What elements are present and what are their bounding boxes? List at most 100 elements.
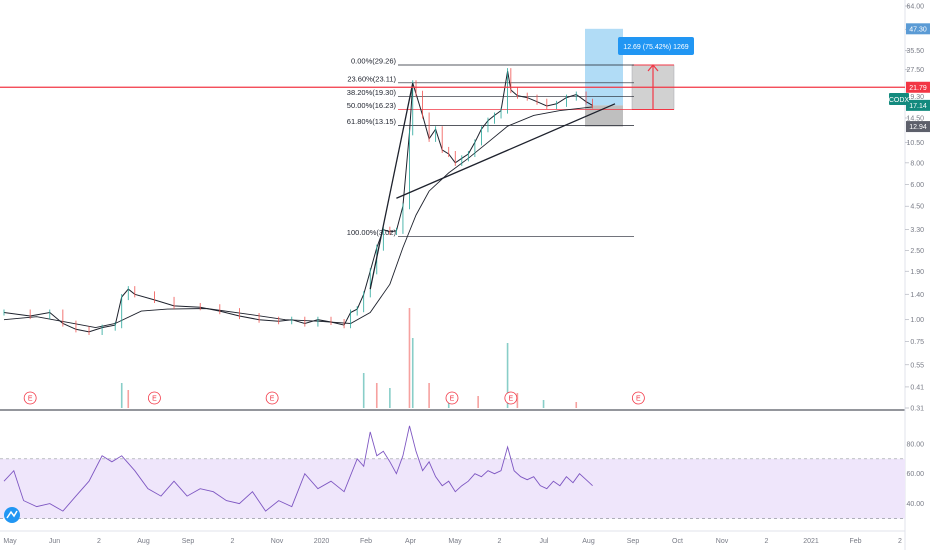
price-tick-label: 35.50 [906,48,924,55]
price-badge-bg [906,121,930,133]
price-tick-label: 4.50 [910,204,924,211]
earnings-marker[interactable] [631,391,645,405]
logo-badge [4,507,20,523]
earnings-marker-label: E [636,396,641,403]
volume-bar [477,396,479,408]
volume-bar [408,308,411,408]
volume-bar [516,393,519,408]
rsi-line [3,425,593,512]
long-target-zone[interactable] [585,28,623,106]
time-tick-label: May [3,538,17,545]
symbol-tag: CODX [889,97,910,104]
volume-bar [375,383,378,408]
price-tick-label: 1.90 [910,269,924,276]
price-tick-label: 0.41 [910,384,924,391]
time-tick-label: 2 [231,538,235,545]
fib-level-label: 23.60%(23.11) [347,74,396,83]
volume-bar [411,338,414,408]
time-tick-label: Aug [582,538,595,545]
earnings-marker-label: E [28,396,33,403]
rsi-axis-ticks[interactable]: 80.00 60.00 40.00 [906,441,924,508]
trendline-rally[interactable] [369,83,414,290]
price-badge-bg [906,81,930,93]
time-tick-label: 2020 [314,538,330,545]
price-tick-label: 14.50 [906,115,924,122]
price-candles [3,68,593,336]
time-tick-label: 2 [898,538,902,545]
time-tick-label: 2 [765,538,769,545]
price-badge-label: 21.79 [909,85,927,92]
time-tick-label: Feb [849,538,861,545]
time-tick-label: Nov [271,538,284,545]
price-tick-label: 3.30 [910,227,924,234]
earnings-marker-label: E [270,396,275,403]
earnings-marker-label: E [152,396,157,403]
time-tick-label: 2 [97,538,101,545]
earnings-marker[interactable] [23,391,37,405]
volume-bar [428,383,430,408]
earnings-marker[interactable] [445,391,459,405]
time-tick-label: Apr [405,538,417,545]
time-axis-ticks[interactable]: May Jun 2 Aug Sep 2 Nov 2020 Feb Apr May 2 Jul Aug Sep… [3,538,902,545]
time-tick-label: Feb [360,538,372,545]
fib-level-label: 50.00%(16.23) [347,101,397,110]
price-axis-ticks[interactable]: 0.31 0.41 0.55 0.75 1.00 1.40 1.90 2.50 3.30 4.50… [905,4,924,413]
price-tick-label: 8.00 [910,160,924,167]
measure-label[interactable]: 12.69 (75.42%) 1269 [623,44,688,51]
time-tick-label: 2021 [803,538,819,545]
earnings-marker[interactable] [148,391,161,405]
fib-level-label: 38.20%(19.30) [347,88,397,97]
price-badge-label: 12.94 [909,124,927,131]
long-stop-zone[interactable] [585,105,623,127]
price-tick-label: 64.00 [906,4,924,11]
price-tick-label: 0.75 [910,339,924,346]
rsi-tick-label: 80.00 [906,441,924,448]
price-tick-label: 10.50 [906,140,924,147]
volume-bar [389,388,391,408]
rsi-tick-label: 60.00 [906,471,924,478]
rsi-band [0,458,905,519]
moving-average-line [3,106,593,329]
volume-bar [542,400,545,408]
volume-bar [120,383,123,408]
time-tick-label: Jul [540,538,549,545]
time-tick-label: Nov [716,538,729,545]
tradingview-logo[interactable] [4,507,20,523]
fib-level-label: 0.00%(29.26) [351,57,397,66]
rsi-tick-label: 40.00 [906,501,924,508]
price-tick-label: 6.00 [910,182,924,189]
price-tick-label: 27.50 [906,67,924,74]
logo-chart-icon [6,510,18,519]
trendline-support[interactable] [396,103,616,199]
price-axis-badges: 47.30 21.79 17.14 12.94 [906,23,930,133]
fib-level-label: 61.80%(13.15) [347,117,397,126]
price-tick-label: 19.30 [906,94,924,101]
earnings-marker[interactable] [504,391,518,405]
earnings-marker-label: E [509,396,514,403]
earnings-marker[interactable] [265,391,279,405]
price-tick-label: 1.00 [910,317,924,324]
fibonacci-retracement[interactable]: 0.00%(29.26) 23.60%(23.11) 38.20%(19.30) 50… [347,57,634,237]
price-tick-label: 0.55 [910,362,924,369]
earnings-marker-label: E [450,396,455,403]
volume-bar [362,373,365,408]
price-badge-label: 47.30 [909,26,927,33]
volume-bar [506,343,509,408]
time-tick-label: Aug [137,538,150,545]
price-tick-label: 1.40 [910,292,924,299]
price-tick-label: 0.31 [910,406,924,413]
price-badge-bg [906,99,930,111]
time-tick-label: Sep [182,538,195,545]
time-tick-label: Sep [627,538,640,545]
volume-bar [575,402,578,408]
price-tick-label: 2.50 [910,248,924,255]
symbol-tag-bg [889,93,909,105]
fib-level-label: 100.00%(3.02) [347,228,397,237]
price-badge-label: 17.14 [909,103,927,110]
triangle-trendlines[interactable] [369,83,616,290]
measure-label-bg [618,37,694,55]
